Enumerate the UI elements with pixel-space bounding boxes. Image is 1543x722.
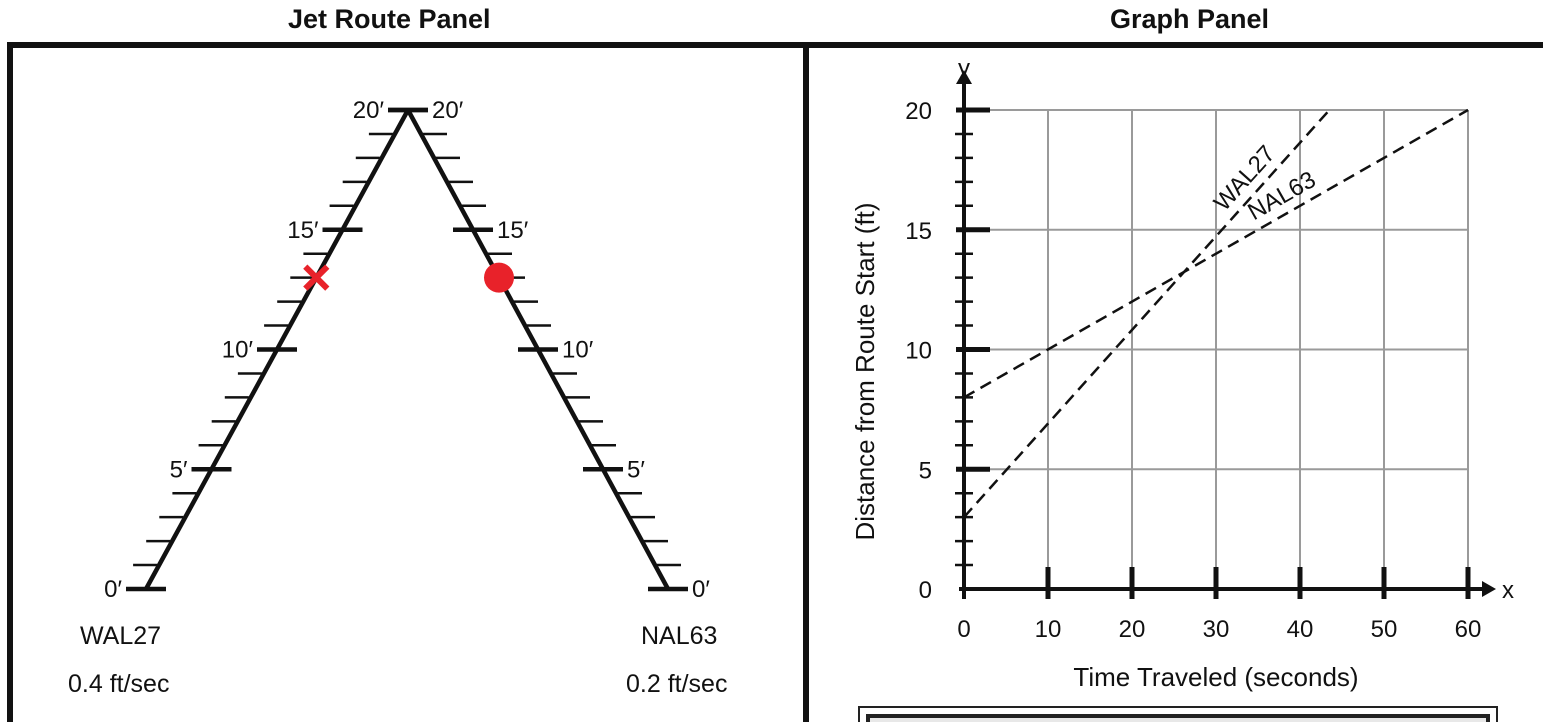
- jet-route-diagram: 0′ 5′ 10′ 15′ 20′ 0′ 5′ 10′ 15′ 20′: [104, 97, 710, 603]
- x-tick-label: 30: [1203, 616, 1230, 643]
- series-line-nal63: [963, 108, 1469, 399]
- answer-box-inner: [866, 714, 1490, 722]
- panel-divider: [803, 42, 809, 722]
- route-position-x-icon: [303, 264, 330, 291]
- series-line-wal27: [963, 109, 1331, 518]
- x-tick-label: 60: [1455, 616, 1482, 643]
- right-route-tick-label: 10′: [562, 337, 594, 364]
- y-tick-label: 0: [919, 577, 932, 604]
- y-tick-label: 10: [905, 338, 932, 365]
- left-route-speed: 0.4 ft/sec: [68, 670, 170, 698]
- right-route-tick-label: 20′: [432, 97, 464, 124]
- right-route-tick-label: 0′: [692, 576, 710, 603]
- x-tick-label: 50: [1371, 616, 1398, 643]
- left-route-tick-label: 15′: [287, 217, 319, 244]
- right-route-tick-label: 5′: [627, 456, 645, 483]
- panel-frame-left: [7, 42, 13, 722]
- right-route-tick-label: 15′: [497, 217, 529, 244]
- left-route-tick-label: 10′: [222, 337, 254, 364]
- route-position-dot-icon: [484, 262, 514, 293]
- y-axis-label: Distance from Route Start (ft): [850, 202, 880, 540]
- graph-panel-title: Graph Panel: [1110, 4, 1270, 34]
- y-tick-label: 5: [919, 457, 932, 484]
- y-axis-letter: y: [958, 55, 970, 82]
- x-tick-label: 10: [1035, 616, 1062, 643]
- panel-frame-top: [7, 42, 1543, 48]
- left-route-tick-label: 20′: [353, 97, 385, 124]
- x-tick-label: 0: [957, 616, 970, 643]
- x-tick-label: 40: [1287, 616, 1314, 643]
- y-axis-arrow-icon: [956, 70, 972, 84]
- right-route-name: NAL63: [641, 622, 718, 650]
- x-icon-stroke: [303, 264, 330, 291]
- x-tick-label: 20: [1119, 616, 1146, 643]
- left-route-tick-label: 5′: [170, 456, 188, 483]
- left-route-tick-label: 0′: [104, 576, 122, 603]
- x-axis-label: Time Traveled (seconds): [1073, 662, 1358, 692]
- x-axis-arrow-icon: [1482, 581, 1496, 597]
- answer-box: [858, 706, 1498, 722]
- right-route-speed: 0.2 ft/sec: [626, 670, 728, 698]
- left-route-name: WAL27: [80, 622, 162, 650]
- jet-route-panel-title: Jet Route Panel: [288, 4, 491, 34]
- y-tick-label: 15: [905, 218, 932, 245]
- y-tick-label: 20: [905, 98, 932, 125]
- x-axis-letter: x: [1502, 577, 1514, 604]
